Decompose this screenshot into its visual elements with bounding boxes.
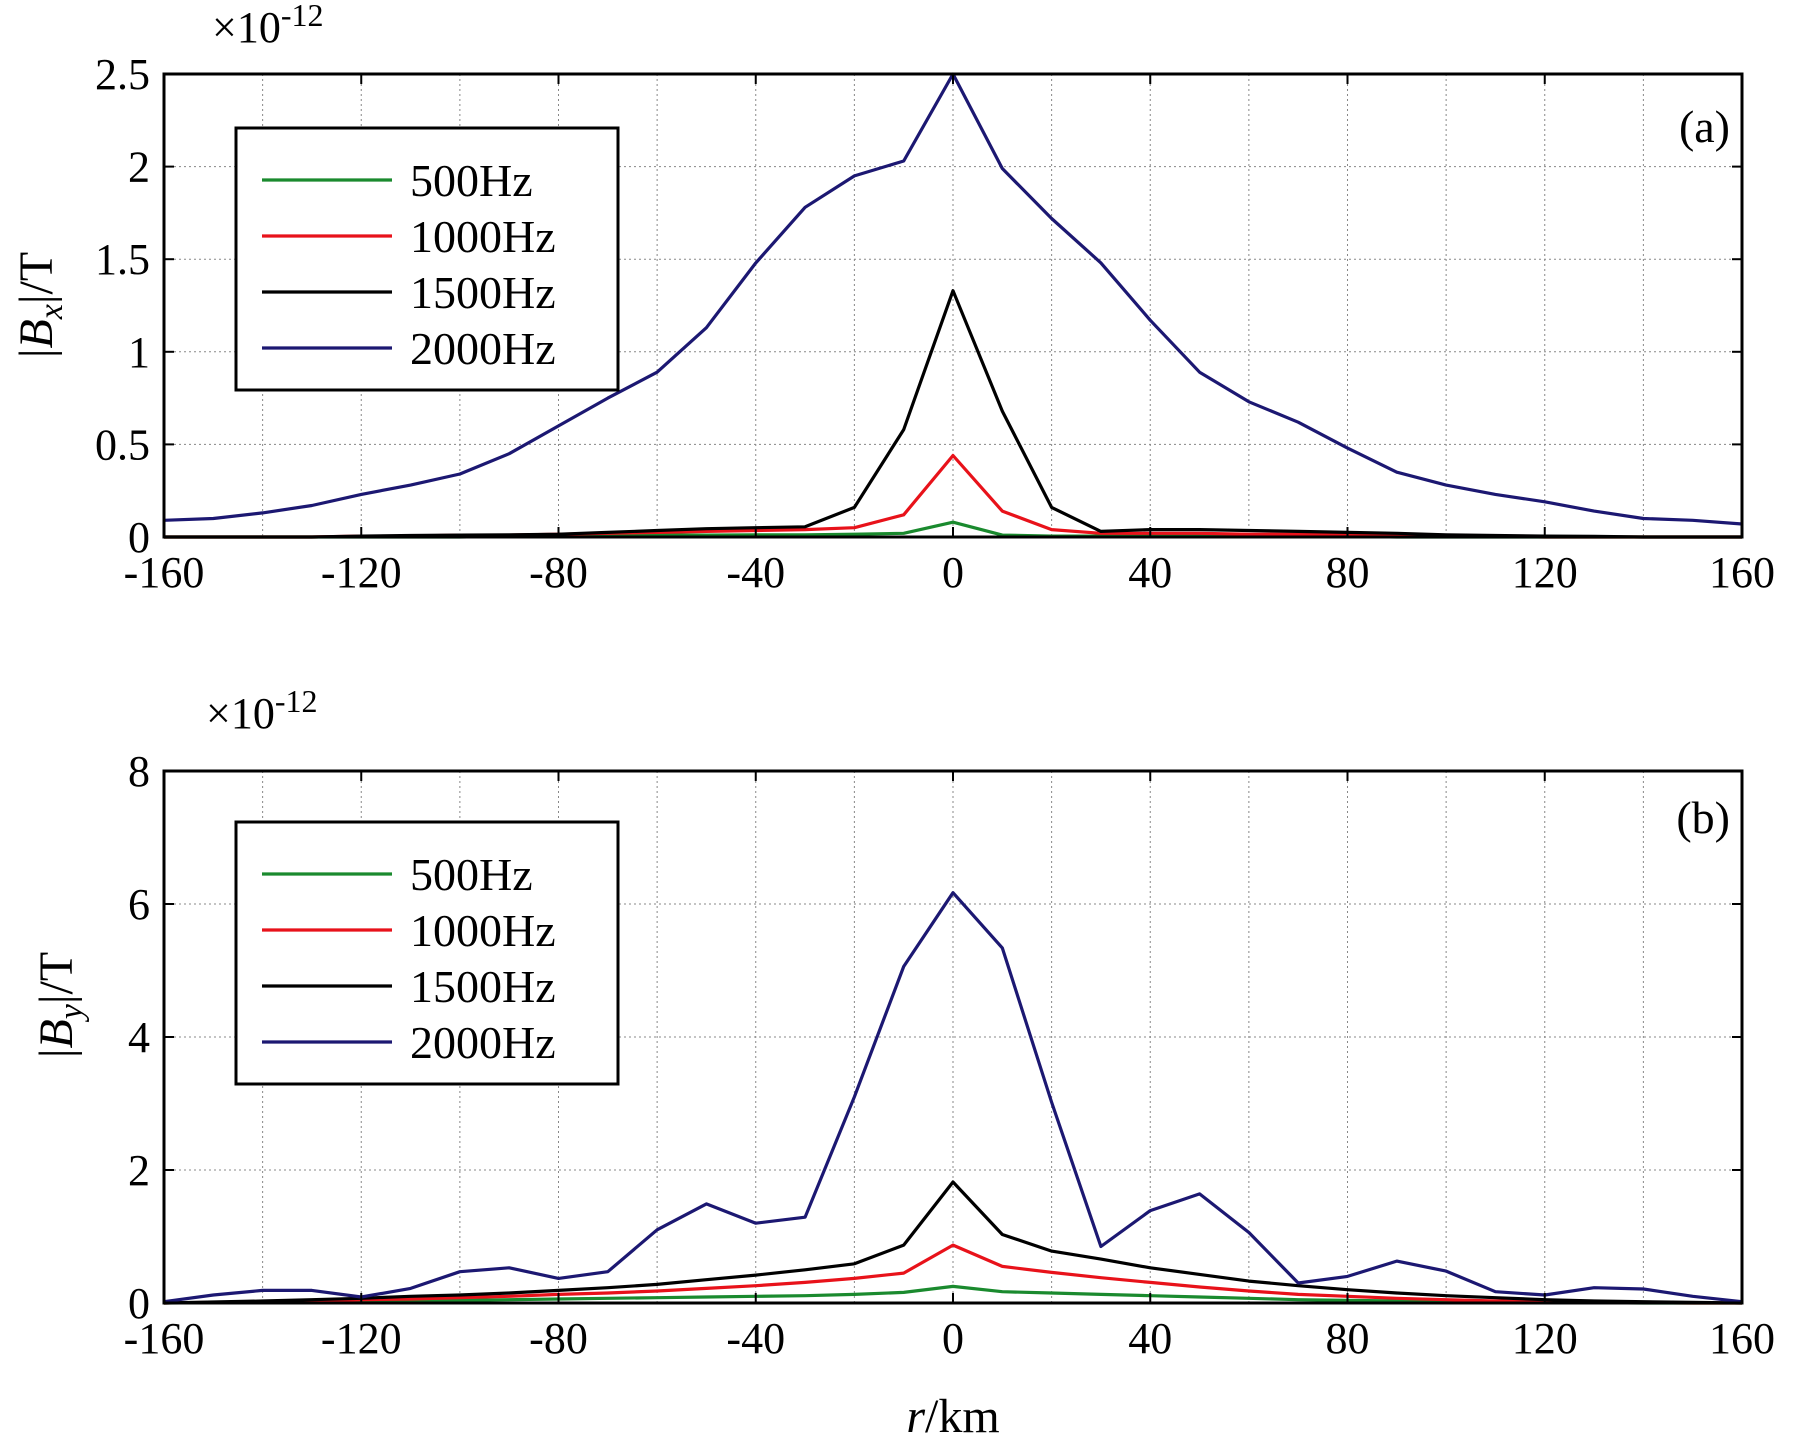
- legend-label-500hz: 500Hz: [410, 155, 533, 206]
- y-tick-label: 1.5: [95, 235, 150, 284]
- y-tick-label: 6: [128, 880, 150, 929]
- x-tick-label: -40: [726, 548, 785, 597]
- x-tick-label: -120: [321, 1314, 402, 1363]
- legend-label-500hz: 500Hz: [410, 849, 533, 900]
- panel-b: -160 -120 -80 -40 0 40 80 120 160 0 2 4 6 8 ×10-12 |B…: [30, 683, 1775, 1443]
- panel-a-tag: (a): [1679, 101, 1730, 152]
- y-tick-label: 2.5: [95, 50, 150, 99]
- x-tick-label: 40: [1128, 1314, 1172, 1363]
- x-tick-label: 160: [1709, 1314, 1775, 1363]
- x-tick-label: -80: [529, 1314, 588, 1363]
- x-tick-label: -80: [529, 548, 588, 597]
- panel-a-legend-box: [234, 126, 620, 392]
- series-1500hz: [163, 1180, 1743, 1305]
- panel-a-tick-labels: -160 -120 -80 -40 0 40 80 120 160 0 0.5 1 1.5 2 2.5: [95, 50, 1775, 597]
- x-tick-label: 160: [1709, 548, 1775, 597]
- y-tick-label: 0.5: [95, 420, 150, 469]
- panel-b-ylabel: |By|/T: [30, 952, 90, 1058]
- x-tick-label: 120: [1512, 548, 1578, 597]
- panel-b-series: [163, 891, 1743, 1305]
- y-tick-label: 0: [128, 513, 150, 562]
- panel-b-exponent: ×10-12: [206, 683, 317, 738]
- legend-label-1000hz: 1000Hz: [410, 905, 556, 956]
- x-tick-label: 40: [1128, 548, 1172, 597]
- panel-b-legend-box: [234, 820, 620, 1086]
- y-tick-label: 4: [128, 1013, 150, 1062]
- x-tick-label: -120: [321, 548, 402, 597]
- x-tick-label: -160: [124, 1314, 205, 1363]
- x-tick-label: 120: [1512, 1314, 1578, 1363]
- x-tick-label: -160: [124, 548, 205, 597]
- panel-b-xlabel: r/km: [906, 1390, 999, 1443]
- panel-a: -160 -120 -80 -40 0 40 80 120 160 0 0.5 1 1.5 2 2.5 ×1…: [10, 0, 1775, 597]
- panel-b-tick-labels: -160 -120 -80 -40 0 40 80 120 160 0 2 4 6 8: [124, 747, 1775, 1363]
- series-1500hz: [164, 289, 1742, 539]
- y-tick-label: 0: [128, 1279, 150, 1328]
- series-2000hz: [163, 891, 1743, 1304]
- panel-b-ticks: [163, 770, 1743, 1304]
- legend-label-1000hz: 1000Hz: [410, 211, 556, 262]
- y-tick-label: 1: [128, 328, 150, 377]
- y-tick-label: 2: [128, 143, 150, 192]
- x-tick-label: 0: [942, 548, 964, 597]
- series-1000hz: [163, 1243, 1742, 1305]
- y-tick-label: 8: [128, 747, 150, 796]
- panel-b-tag: (b): [1676, 792, 1730, 843]
- x-tick-label: 80: [1326, 1314, 1370, 1363]
- legend-label-1500hz: 1500Hz: [410, 961, 556, 1012]
- panel-a-ylabel: |Bx|/T: [10, 252, 70, 358]
- x-tick-label: 0: [942, 1314, 964, 1363]
- panel-a-ticks: [163, 73, 1743, 538]
- x-tick-label: 80: [1326, 548, 1370, 597]
- panel-a-exponent: ×10-12: [212, 0, 323, 52]
- legend-label-2000hz: 2000Hz: [410, 323, 556, 374]
- legend-label-2000hz: 2000Hz: [410, 1017, 556, 1068]
- y-tick-label: 2: [128, 1146, 150, 1195]
- x-tick-label: -40: [726, 1314, 785, 1363]
- legend-label-1500hz: 1500Hz: [410, 267, 556, 318]
